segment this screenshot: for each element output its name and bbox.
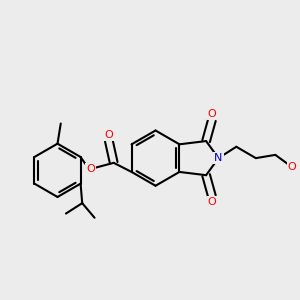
Text: N: N [214,153,223,163]
Text: O: O [208,197,216,207]
Text: O: O [288,162,297,172]
Text: O: O [86,164,95,174]
Text: O: O [208,109,216,119]
Text: O: O [104,130,113,140]
